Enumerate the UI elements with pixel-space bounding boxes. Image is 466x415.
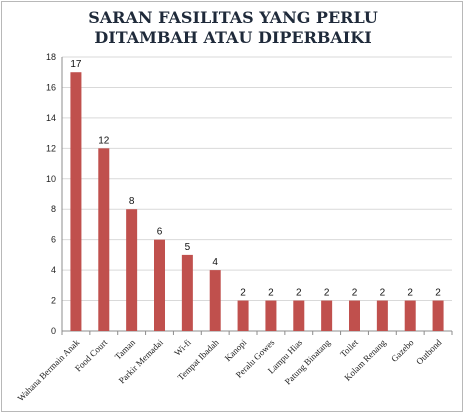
- data-label: 2: [268, 288, 274, 299]
- y-tick-label: 8: [51, 204, 56, 214]
- x-tick-label: Wahana Bermain Anak: [15, 337, 81, 403]
- data-label: 2: [240, 288, 246, 299]
- y-tick-label: 0: [51, 326, 56, 336]
- chart-title: SARAN FASILITAS YANG PERLU DITAMBAH ATAU…: [2, 8, 464, 48]
- chart-title-line-2: DITAMBAH ATAU DIPERBAIKI: [94, 28, 372, 47]
- data-label: 2: [296, 288, 302, 299]
- chart-title-line-1: SARAN FASILITAS YANG PERLU: [88, 8, 378, 27]
- y-tick-label: 18: [46, 52, 56, 62]
- x-tick-label: Wi-fi: [172, 337, 193, 358]
- data-label: 12: [98, 135, 110, 146]
- x-tick-label: Toilet: [338, 337, 360, 359]
- data-label: 8: [129, 196, 135, 207]
- bar: [321, 300, 333, 331]
- data-label: 2: [352, 288, 358, 299]
- y-tick-label: 2: [51, 296, 56, 306]
- y-tick-label: 16: [46, 82, 56, 92]
- bar: [154, 239, 165, 331]
- data-label: 2: [380, 288, 386, 299]
- y-tick-label: 12: [46, 143, 56, 153]
- y-tick-label: 6: [51, 235, 56, 245]
- bar: [293, 300, 305, 331]
- bar: [181, 254, 193, 331]
- data-label: 2: [407, 288, 413, 299]
- x-tick-label: Gazebo: [389, 337, 416, 364]
- bar: [70, 72, 82, 331]
- y-tick-label: 10: [46, 174, 56, 184]
- data-label: 17: [70, 59, 82, 70]
- x-tick-label: Outbond: [414, 337, 444, 367]
- bar: [98, 148, 110, 331]
- bar: [265, 300, 277, 331]
- bar: [126, 209, 138, 331]
- bar: [237, 300, 249, 331]
- data-label: 5: [185, 242, 191, 253]
- y-tick-label: 4: [51, 265, 56, 275]
- data-label: 2: [435, 288, 441, 299]
- bar: [404, 300, 416, 331]
- bar: [349, 300, 360, 331]
- data-label: 4: [212, 257, 218, 268]
- data-label: 2: [324, 288, 330, 299]
- bar: [376, 300, 388, 331]
- bar: [432, 300, 444, 331]
- x-tick-label: Taman: [113, 337, 138, 362]
- y-tick-label: 14: [46, 113, 56, 123]
- x-tick-label: Kanopi: [223, 337, 249, 363]
- bar: [209, 270, 221, 331]
- data-label: 6: [157, 227, 163, 238]
